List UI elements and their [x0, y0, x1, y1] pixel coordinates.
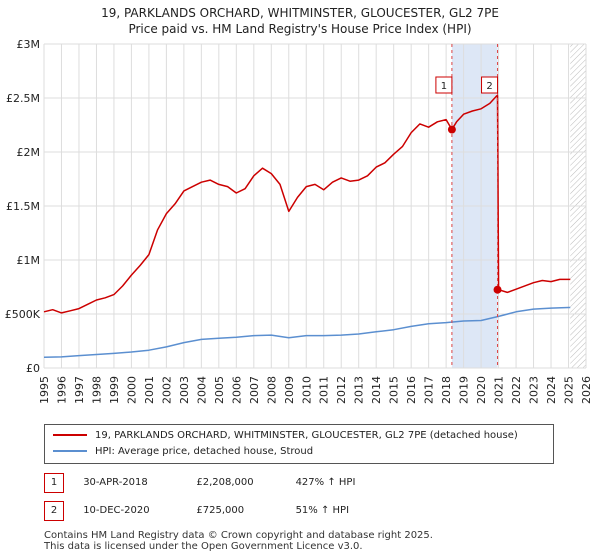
legend: 19, PARKLANDS ORCHARD, WHITMINSTER, GLOU…	[44, 424, 554, 464]
x-tick-label: 2019	[458, 376, 471, 404]
y-tick-label: £0	[26, 362, 40, 375]
legend-swatch-red	[53, 434, 87, 436]
marker-1-label: 1	[441, 81, 447, 92]
marker-2-label: 2	[486, 81, 492, 92]
legend-item-property: 19, PARKLANDS ORCHARD, WHITMINSTER, GLOU…	[53, 428, 518, 444]
x-tick-label: 2008	[265, 376, 278, 404]
series-line-property	[43, 95, 571, 314]
x-tick-label: 2003	[178, 376, 191, 404]
x-tick-label: 1997	[73, 376, 86, 404]
legend-label-property: 19, PARKLANDS ORCHARD, WHITMINSTER, GLOU…	[95, 430, 518, 441]
x-tick-label: 1998	[90, 376, 103, 404]
x-tick-label: 2011	[318, 376, 331, 404]
x-tick-label: 2020	[475, 376, 488, 404]
x-tick-label: 2013	[353, 376, 366, 404]
x-tick-label: 1999	[108, 376, 121, 404]
price-chart: 1 2 1995 1996 1997 1998 1999 2000 2001 2002 2003 2…	[5, 38, 593, 404]
x-tick-label: 2015	[388, 376, 401, 404]
legend-label-hpi: HPI: Average price, detached house, Stro…	[95, 446, 314, 457]
y-tick-label: £500K	[5, 308, 41, 321]
x-tick-label: 2025	[563, 376, 576, 404]
y-tick-label: £1M	[17, 254, 41, 267]
x-tick-label: 2014	[370, 376, 383, 404]
transaction-number: 1	[44, 473, 64, 493]
y-tick-label: £3M	[17, 38, 41, 51]
transaction-date: 10-DEC-2020	[83, 505, 150, 516]
footer-line-1: Contains HM Land Registry data © Crown c…	[44, 530, 433, 541]
x-tick-label: 2018	[440, 376, 453, 404]
y-tick-label: £1.5M	[6, 200, 40, 213]
x-tick-label: 2026	[580, 376, 593, 404]
x-tick-label: 2023	[528, 376, 541, 404]
x-tick-label: 1996	[55, 376, 68, 404]
transaction-price: £2,208,000	[196, 477, 254, 488]
x-tick-label: 2021	[493, 376, 506, 404]
transaction-price: £725,000	[196, 505, 245, 516]
y-tick-label: £2.5M	[6, 92, 40, 105]
x-tick-label: 2024	[545, 376, 558, 404]
x-tick-label: 2000	[125, 376, 138, 404]
x-tick-label: 2022	[510, 376, 523, 404]
x-tick-label: 2001	[143, 376, 156, 404]
transaction-row-2: 2 10-DEC-2020 £725,000 51% ↑ HPI	[44, 501, 349, 521]
transaction-hpi: 51% ↑ HPI	[295, 505, 350, 516]
x-tick-label: 2012	[335, 376, 348, 404]
transaction-row-1: 1 30-APR-2018 £2,208,000 427% ↑ HPI	[44, 473, 355, 493]
x-tick-label: 2002	[160, 376, 173, 404]
marker-1-point	[447, 125, 456, 134]
transaction-date: 30-APR-2018	[83, 477, 148, 488]
legend-item-hpi: HPI: Average price, detached house, Stro…	[53, 444, 313, 460]
x-tick-label: 2010	[300, 376, 313, 404]
x-tick-label: 2007	[248, 376, 261, 404]
transaction-hpi: 427% ↑ HPI	[295, 477, 356, 488]
series-line-hpi	[43, 306, 571, 358]
x-tick-label: 2009	[283, 376, 296, 404]
marker-2-box	[481, 76, 499, 94]
legend-swatch-blue	[53, 450, 87, 452]
marker-2-point	[493, 285, 502, 294]
x-tick-label: 2004	[195, 376, 208, 404]
y-tick-label: £2M	[17, 146, 41, 159]
marker-1-box	[435, 76, 453, 94]
x-tick-label: 2017	[423, 376, 436, 404]
x-tick-label: 2006	[230, 376, 243, 404]
footer-line-2: This data is licensed under the Open Gov…	[44, 541, 363, 552]
x-tick-label: 2016	[405, 376, 418, 404]
transaction-number: 2	[44, 501, 64, 521]
chart-title: 19, PARKLANDS ORCHARD, WHITMINSTER, GLOU…	[101, 6, 499, 20]
x-tick-label: 1995	[38, 376, 51, 404]
footer: Contains HM Land Registry data © Crown c…	[44, 530, 433, 552]
x-tick-label: 2005	[213, 376, 226, 404]
chart-subtitle: Price paid vs. HM Land Registry's House …	[128, 22, 472, 36]
